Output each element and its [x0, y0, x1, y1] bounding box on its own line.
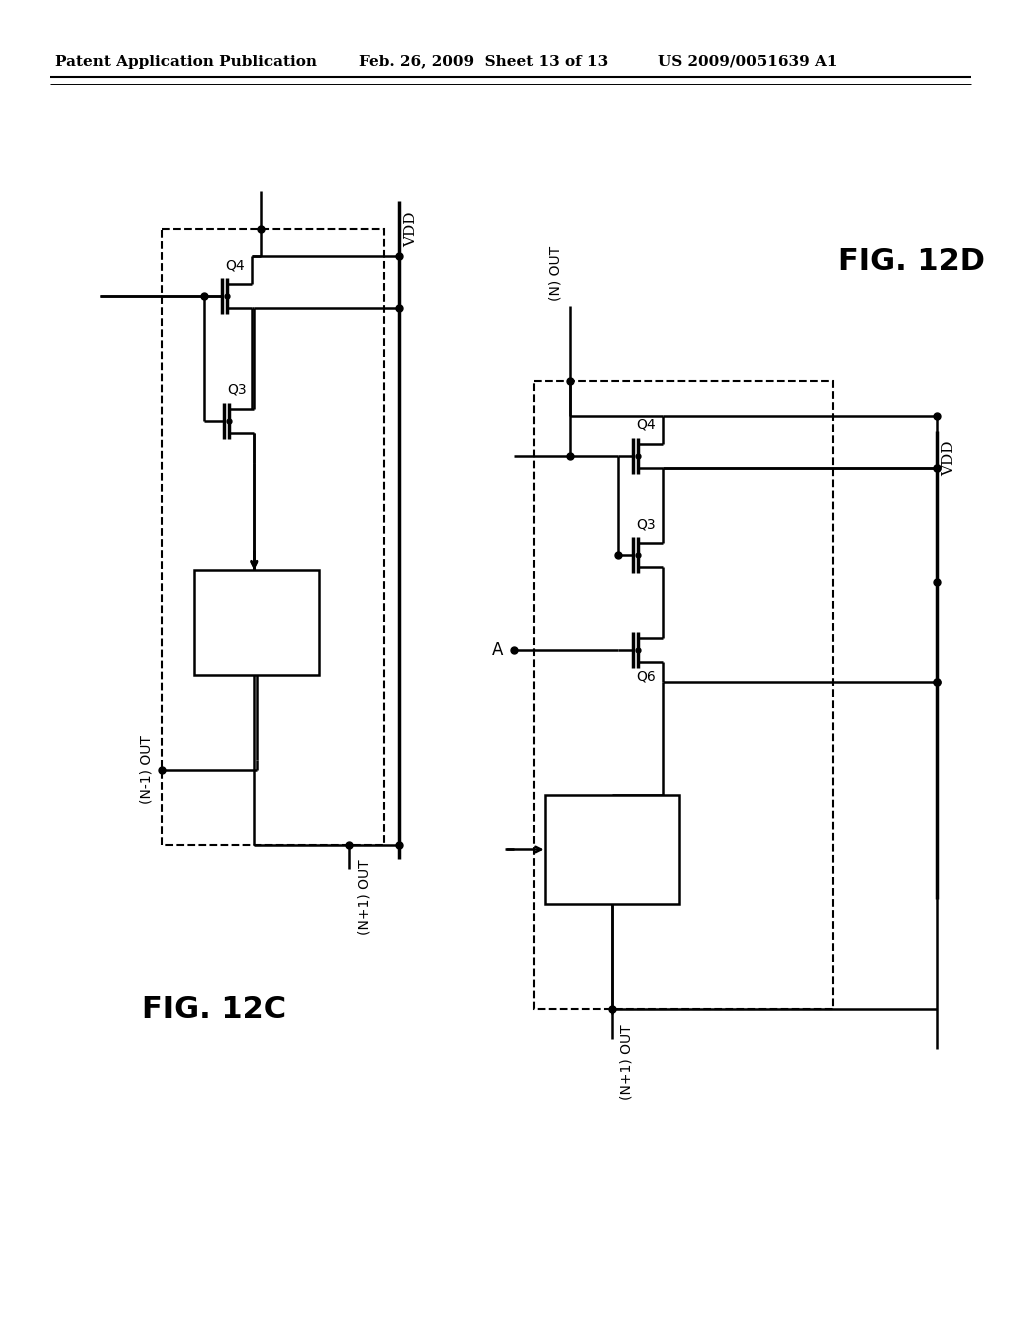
Text: VDD: VDD [942, 441, 956, 477]
Text: (N) OUT: (N) OUT [549, 246, 562, 301]
Text: (N+1) OUT: (N+1) OUT [357, 859, 371, 935]
Bar [534, 380, 833, 1008]
Bar [162, 230, 384, 845]
Text: (N-1) OUT: (N-1) OUT [139, 735, 154, 804]
Text: Inverter: Inverter [226, 615, 288, 630]
Text: Patent Application Publication: Patent Application Publication [55, 54, 316, 69]
Bar [195, 570, 319, 675]
Text: Feb. 26, 2009  Sheet 13 of 13: Feb. 26, 2009 Sheet 13 of 13 [359, 54, 608, 69]
Text: A: A [493, 642, 504, 659]
Text: (N+1) OUT: (N+1) OUT [620, 1024, 634, 1100]
Text: Inverter: Inverter [582, 842, 642, 857]
Text: Q4: Q4 [636, 417, 656, 432]
Text: Q3: Q3 [636, 517, 656, 532]
Text: Q6: Q6 [636, 671, 656, 684]
Text: Q4: Q4 [225, 257, 245, 272]
Text: FIG. 12D: FIG. 12D [838, 247, 985, 276]
Text: Q3: Q3 [227, 383, 247, 397]
Text: VDD: VDD [403, 211, 418, 247]
Text: US 2009/0051639 A1: US 2009/0051639 A1 [658, 54, 838, 69]
Bar [545, 795, 679, 904]
Text: FIG. 12C: FIG. 12C [142, 994, 287, 1023]
